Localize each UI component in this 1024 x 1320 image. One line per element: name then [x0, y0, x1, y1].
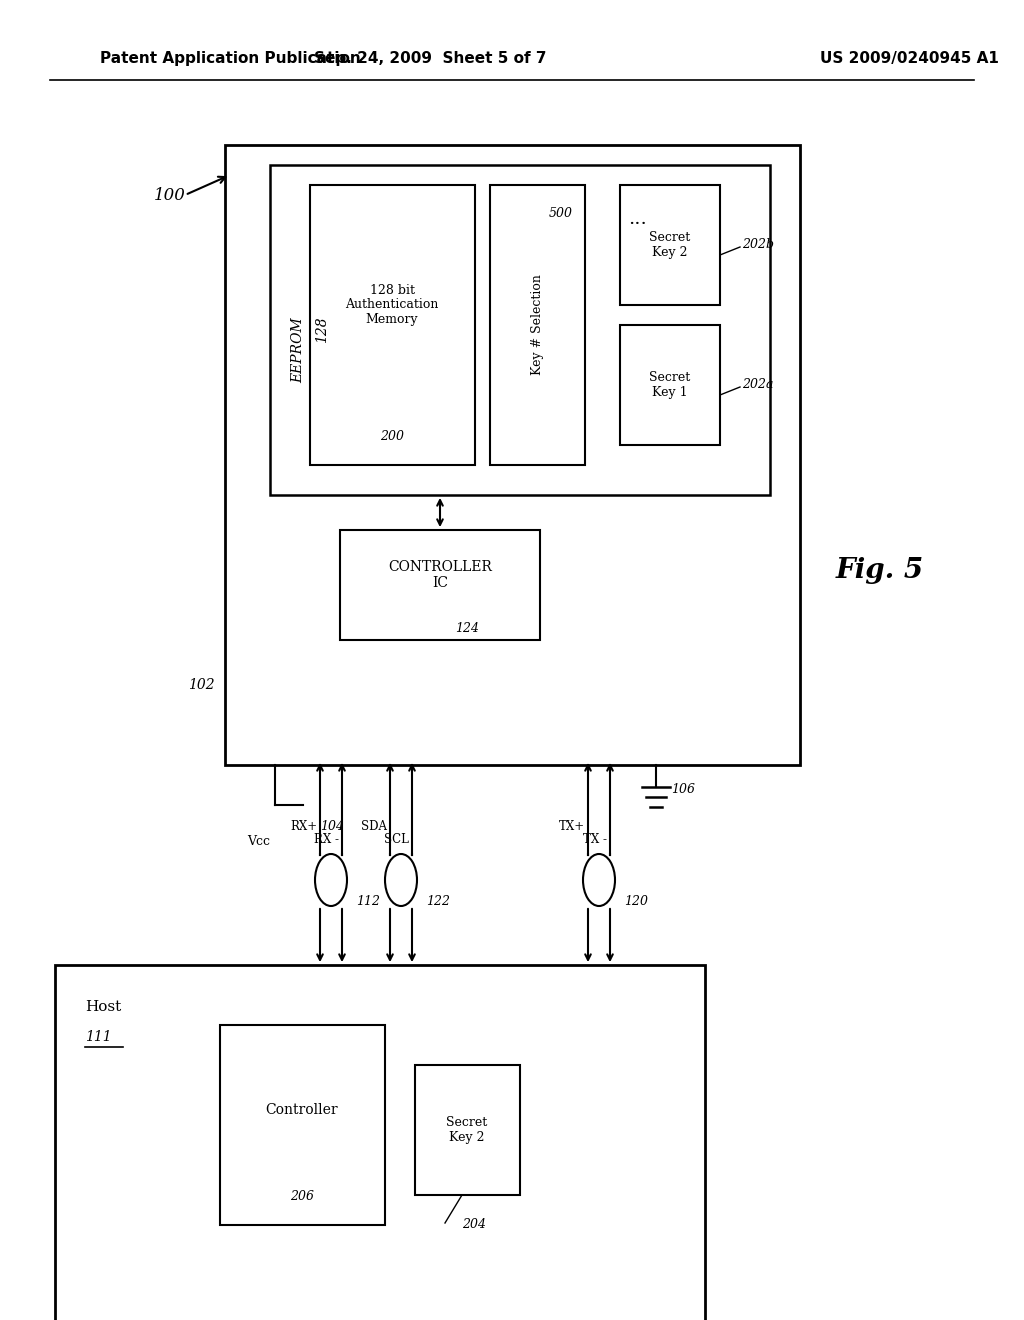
Text: 202b: 202b: [742, 239, 774, 252]
Text: CONTROLLER
IC: CONTROLLER IC: [388, 560, 492, 590]
Text: 112: 112: [356, 895, 380, 908]
Text: 100: 100: [154, 186, 186, 203]
Text: RX -: RX -: [314, 833, 339, 846]
Bar: [225, 145, 800, 766]
Text: 500: 500: [549, 207, 573, 220]
Text: Host: Host: [85, 1001, 121, 1014]
Text: SCL: SCL: [384, 833, 409, 846]
Bar: [55, 965, 705, 1320]
Text: SDA: SDA: [361, 820, 387, 833]
Bar: [270, 165, 770, 495]
Text: Fig. 5: Fig. 5: [836, 557, 924, 583]
Text: 102: 102: [188, 678, 215, 692]
Bar: [340, 531, 540, 640]
Bar: [490, 185, 585, 465]
Bar: [220, 1026, 385, 1225]
Text: EEPROM: EEPROM: [291, 317, 305, 383]
Text: 120: 120: [624, 895, 648, 908]
Text: Sep. 24, 2009  Sheet 5 of 7: Sep. 24, 2009 Sheet 5 of 7: [313, 50, 546, 66]
Text: Vcc: Vcc: [247, 836, 270, 847]
Text: Key # Selection: Key # Selection: [530, 275, 544, 375]
Text: 200: 200: [380, 430, 404, 444]
Bar: [620, 325, 720, 445]
Text: 122: 122: [426, 895, 450, 908]
Bar: [415, 1065, 520, 1195]
Ellipse shape: [385, 854, 417, 906]
Text: 106: 106: [671, 783, 695, 796]
Ellipse shape: [583, 854, 615, 906]
Text: 204: 204: [462, 1218, 486, 1232]
Text: ...: ...: [629, 210, 647, 228]
Text: Secret
Key 2: Secret Key 2: [446, 1115, 487, 1144]
Text: Secret
Key 2: Secret Key 2: [649, 231, 690, 259]
Text: RX+: RX+: [290, 820, 317, 833]
Bar: [310, 185, 475, 465]
Text: 128: 128: [315, 317, 329, 343]
Text: 124: 124: [455, 622, 479, 635]
Text: 111: 111: [85, 1030, 112, 1044]
Text: US 2009/0240945 A1: US 2009/0240945 A1: [820, 50, 998, 66]
Text: TX+: TX+: [559, 820, 585, 833]
Text: Patent Application Publication: Patent Application Publication: [100, 50, 360, 66]
Text: Controller: Controller: [265, 1104, 338, 1117]
Text: 104: 104: [319, 820, 344, 833]
Bar: [620, 185, 720, 305]
Text: 128 bit
Authentication
Memory: 128 bit Authentication Memory: [345, 284, 438, 326]
Text: Secret
Key 1: Secret Key 1: [649, 371, 690, 399]
Text: 202a: 202a: [742, 379, 773, 392]
Text: 206: 206: [290, 1191, 314, 1204]
Ellipse shape: [315, 854, 347, 906]
Text: TX -: TX -: [583, 833, 607, 846]
